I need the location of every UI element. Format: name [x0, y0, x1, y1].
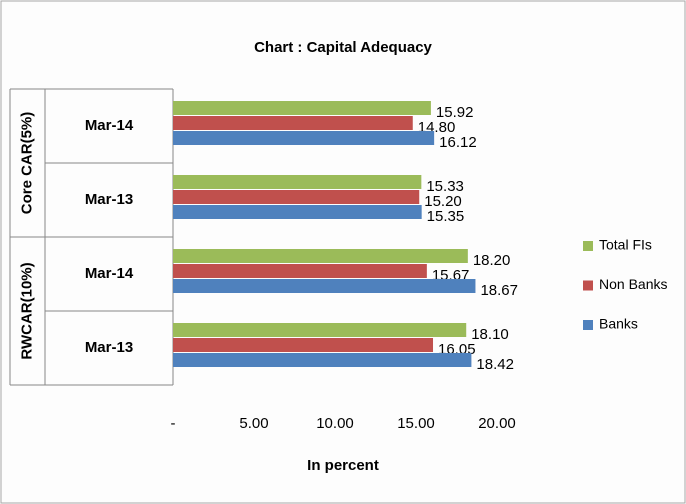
data-label: 18.10 — [471, 326, 509, 343]
data-label: 18.67 — [480, 282, 518, 299]
data-label: 15.20 — [424, 193, 462, 210]
bar — [173, 279, 476, 293]
legend-label: Banks — [599, 316, 638, 332]
x-axis-title: In percent — [307, 457, 379, 474]
legend-label: Non Banks — [599, 276, 667, 292]
category-label: Mar-14 — [85, 265, 134, 282]
bar — [173, 353, 472, 367]
bar — [173, 205, 422, 219]
data-label: 15.92 — [436, 104, 474, 121]
bar — [173, 101, 431, 115]
x-tick-label: - — [171, 415, 176, 432]
bar — [173, 131, 435, 145]
bar — [173, 338, 434, 352]
group-label: RWCAR(10%) — [18, 262, 35, 359]
data-label: 16.12 — [439, 134, 477, 151]
data-label: 15.33 — [426, 178, 464, 195]
category-label: Mar-14 — [85, 117, 134, 134]
bar — [173, 249, 468, 263]
bar — [173, 323, 467, 337]
legend-swatch — [583, 320, 593, 330]
legend-label: Total FIs — [599, 237, 652, 253]
legend-swatch — [583, 280, 593, 291]
x-tick-label: 20.00 — [478, 415, 516, 432]
group-label: Core CAR(5%) — [18, 112, 35, 215]
bar — [173, 190, 420, 204]
bar — [173, 264, 427, 278]
category-label: Mar-13 — [85, 191, 133, 208]
data-label: 18.42 — [476, 356, 514, 373]
legend-swatch — [583, 241, 593, 251]
x-tick-label: 10.00 — [316, 415, 354, 432]
bar — [173, 175, 422, 189]
category-label: Mar-13 — [85, 339, 133, 356]
bar — [173, 116, 413, 130]
data-label: 18.20 — [473, 252, 511, 269]
data-label: 15.35 — [427, 208, 465, 225]
x-tick-label: 5.00 — [239, 415, 268, 432]
chart-title: Chart : Capital Adequacy — [254, 39, 432, 56]
x-tick-label: 15.00 — [397, 415, 435, 432]
